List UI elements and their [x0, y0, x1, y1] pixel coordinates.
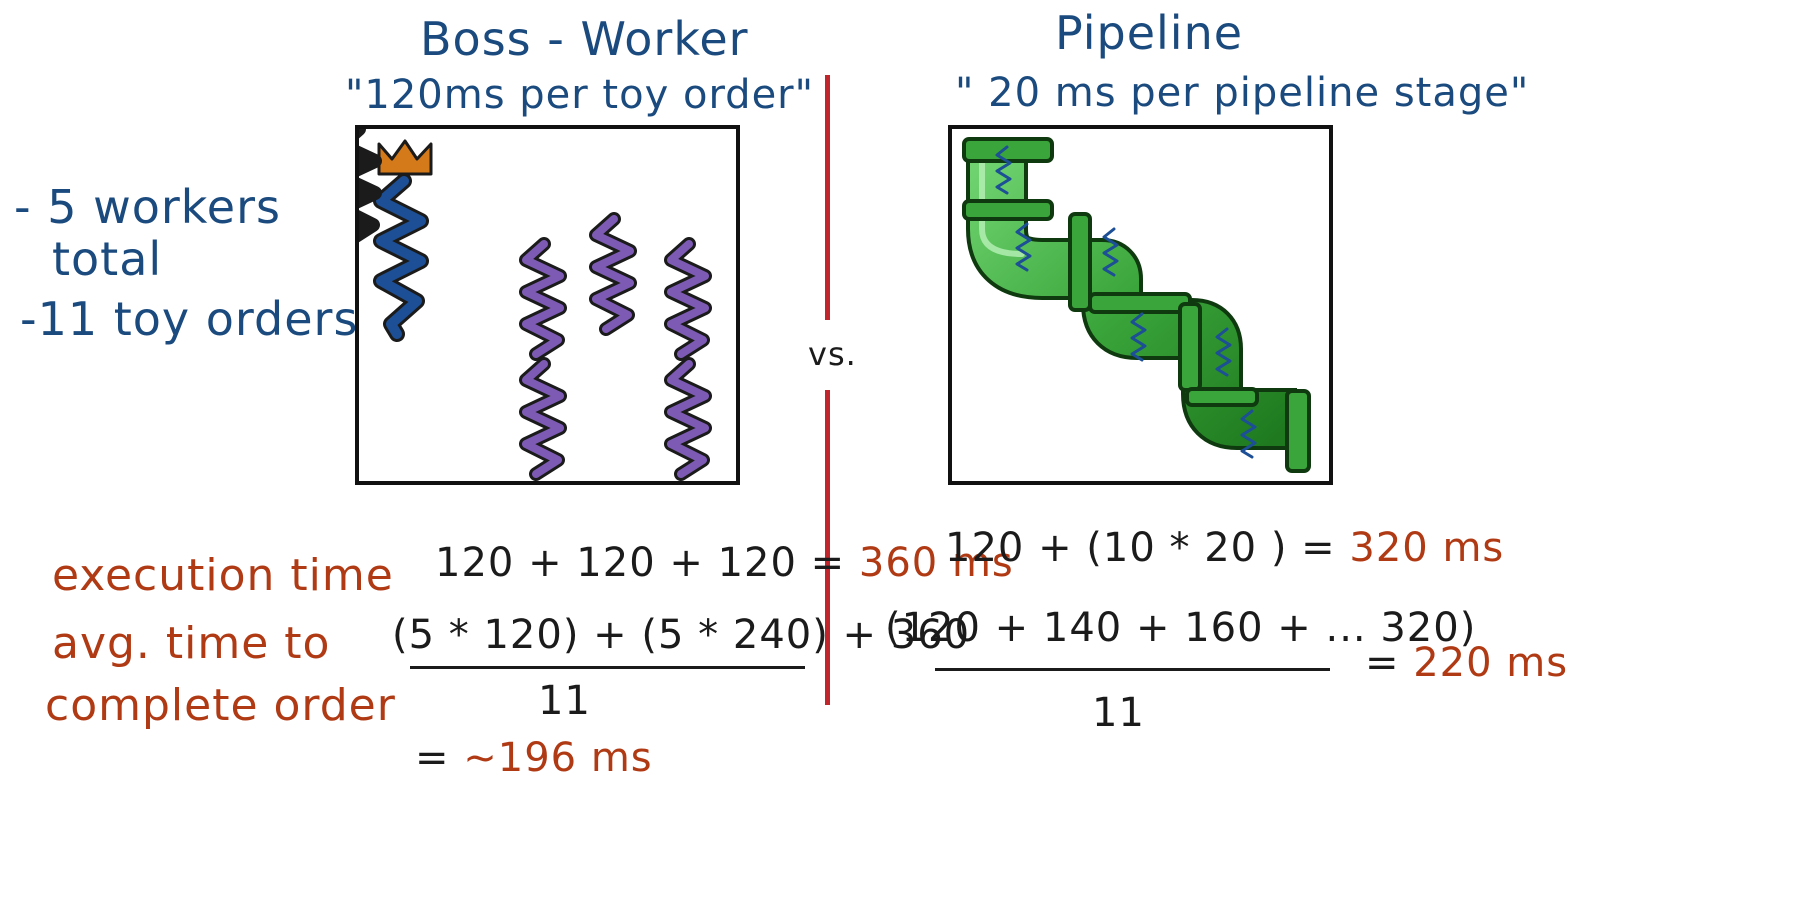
boss-fraction-bar	[410, 666, 805, 669]
orders-given: -11 toy orders	[20, 292, 359, 346]
pipeline-panel	[948, 125, 1333, 485]
pipeline-title: Pipeline	[1055, 6, 1244, 60]
avg-time-label-line1: avg. time to	[52, 618, 331, 669]
pipeline-avg-denominator: 11	[1092, 690, 1145, 736]
workers-given-total: total	[52, 232, 163, 286]
avg-time-label-line2: complete order	[45, 680, 396, 731]
pipeline-avg-equals: =	[1365, 640, 1400, 686]
pipeline-exec-expr: 120 + (10 * 20 ) =	[945, 525, 1336, 571]
boss-worker-panel	[355, 125, 740, 485]
boss-exec-line: 120 + 120 + 120 = 360 ms	[435, 540, 1014, 586]
boss-thread-icon	[373, 173, 429, 342]
boss-avg-result: ~196 ms	[463, 735, 653, 781]
divider-top	[825, 75, 830, 320]
pipe-icon	[962, 137, 1311, 473]
pipeline-avg-result: 220 ms	[1413, 640, 1569, 686]
boss-worker-drawing	[359, 129, 712, 481]
workers-given: - 5 workers	[14, 180, 281, 234]
worker-thread-icon	[359, 129, 382, 243]
boss-exec-expr: 120 + 120 + 120 =	[435, 540, 846, 586]
boss-avg-equals: =	[415, 735, 450, 781]
pipeline-avg-numerator: (120 + 140 + 160 + ... 320)	[885, 605, 1477, 651]
boss-worker-title: Boss - Worker	[420, 12, 749, 66]
boss-exec-result: 360 ms	[858, 540, 1014, 586]
boss-avg-numerator: (5 * 120) + (5 * 240) + 360	[392, 612, 971, 658]
pipeline-exec-result: 320 ms	[1349, 525, 1505, 571]
pipeline-avg-result-line: = 220 ms	[1365, 640, 1568, 686]
pipeline-fraction-bar	[935, 668, 1330, 671]
boss-avg-result-line: = ~196 ms	[415, 735, 653, 781]
vs-label: vs.	[808, 335, 857, 373]
pipeline-exec-line: 120 + (10 * 20 ) = 320 ms	[945, 525, 1504, 571]
divider-bottom	[825, 390, 830, 705]
crown-icon	[377, 139, 433, 176]
boss-avg-denominator: 11	[538, 678, 591, 724]
boss-worker-subtitle: "120ms per toy order"	[345, 72, 815, 118]
execution-time-label: execution time	[52, 550, 394, 601]
pipeline-subtitle: " 20 ms per pipeline stage"	[955, 70, 1530, 116]
